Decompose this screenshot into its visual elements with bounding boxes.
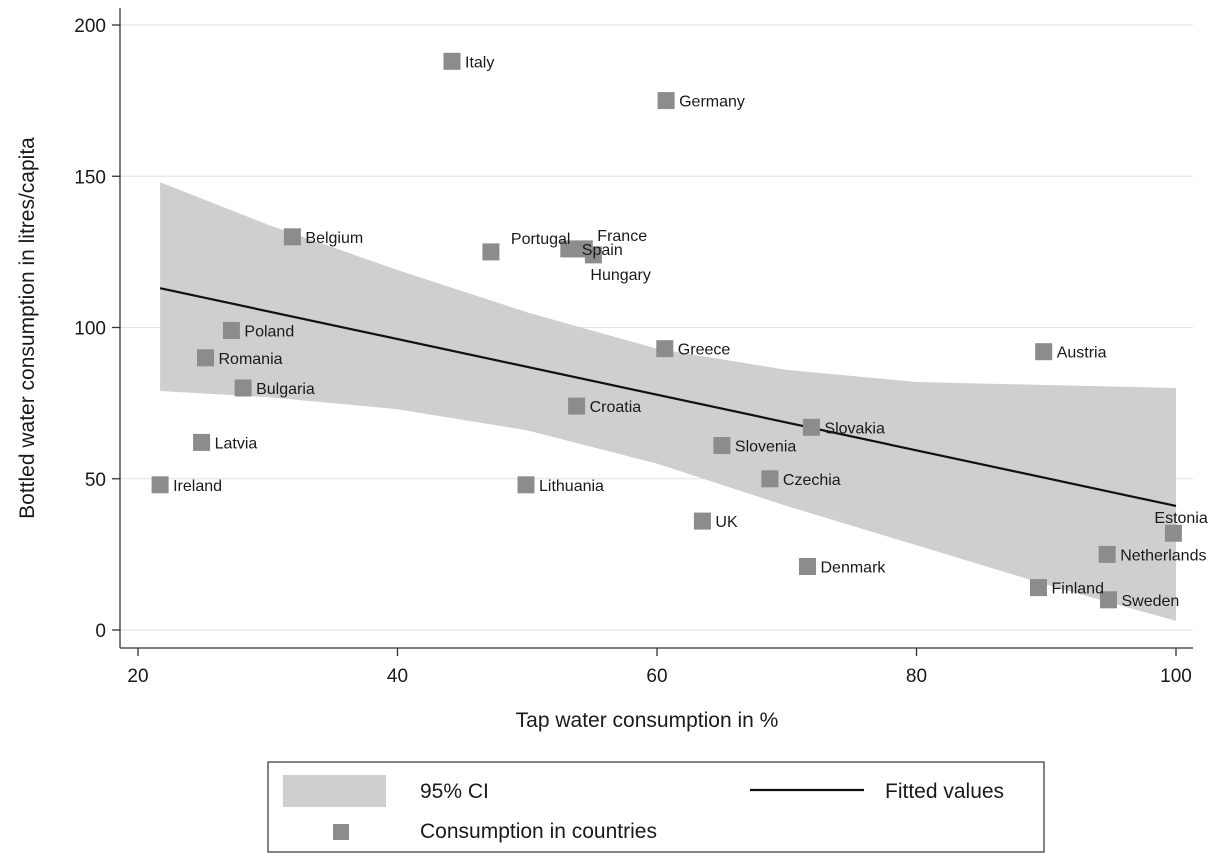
point-germany [657,92,675,110]
point-romania [197,349,214,367]
legend-ci-label: 95% CI [420,780,489,803]
point-uk [693,512,711,530]
point-label-uk: UK [715,514,738,531]
legend-box [267,761,1045,853]
point-austria [1035,343,1053,361]
point-lithuania [517,476,535,494]
point-label-austria: Austria [1057,345,1107,362]
point-slovakia [802,418,820,436]
point-hungary [584,246,602,264]
ci-band-layer [160,182,1177,621]
y-axis-title: Bottled water consumption in litres/capi… [16,137,39,519]
y-tick-label: 150 [74,167,106,188]
point-label-bulgaria: Bulgaria [256,381,315,398]
point-label-netherlands: Netherlands [1120,547,1206,564]
point-greece [656,340,674,358]
point-label-czechia: Czechia [783,472,841,489]
point-denmark [799,558,816,575]
point-label-portugal: Portugal [511,231,571,248]
y-tick-label: 200 [74,16,106,37]
x-tick-label: 40 [387,666,408,687]
legend-marker-swatch [333,824,349,840]
point-label-slovenia: Slovenia [735,439,796,456]
point-label-latvia: Latvia [215,435,258,452]
point-label-romania: Romania [219,351,283,368]
point-label-greece: Greece [678,342,731,359]
point-latvia [193,433,211,451]
axes: 0 50 100 150 200 20 40 60 80 100 [74,8,1193,687]
point-poland [222,322,240,339]
point-label-hungary: Hungary [590,267,650,284]
point-bulgaria [234,379,252,397]
y-tick-label: 100 [74,319,106,340]
fit-line-layer [159,287,1177,508]
point-label-ireland: Ireland [173,478,222,495]
legend-marker-label: Consumption in countries [420,820,657,843]
point-croatia [568,397,586,415]
point-finland [1030,579,1047,597]
point-label-france: France [597,228,647,245]
x-tick-label: 60 [646,666,667,687]
point-slovenia [713,437,731,454]
point-label-sweden: Sweden [1122,593,1180,610]
point-label-croatia: Croatia [590,399,642,416]
ci-band [160,182,1177,621]
fitted-line [159,287,1177,508]
point-label-spain: Spain [582,242,623,259]
point-sweden [1100,591,1117,609]
point-label-estonia: Estonia [1154,510,1207,527]
point-label-finland: Finland [1052,581,1104,598]
point-italy [443,52,461,70]
point-spain [560,240,578,258]
point-netherlands [1098,545,1116,563]
x-tick-label: 20 [127,666,148,687]
point-label-belgium: Belgium [305,230,363,247]
points-layer [151,52,1182,609]
point-label-slovakia: Slovakia [824,420,885,437]
legend: 95% CI Fitted values Consumption in coun… [267,761,1045,853]
point-label-italy: Italy [465,54,494,71]
x-tick-label: 80 [906,666,927,687]
point-label-germany: Germany [679,94,745,111]
y-tick-label: 50 [85,470,106,491]
point-ireland [151,476,169,494]
point-czechia [761,470,779,488]
point-label-lithuania: Lithuania [539,478,604,495]
legend-ci-swatch [283,775,386,807]
point-label-poland: Poland [244,324,294,341]
point-portugal [482,243,500,261]
legend-fit-label: Fitted values [885,780,1004,803]
x-axis-title: Tap water consumption in % [516,709,779,732]
point-label-denmark: Denmark [821,560,887,577]
x-tick-label: 100 [1160,666,1192,687]
point-belgium [283,228,301,246]
y-tick-label: 0 [95,621,106,642]
point-estonia [1164,524,1182,542]
